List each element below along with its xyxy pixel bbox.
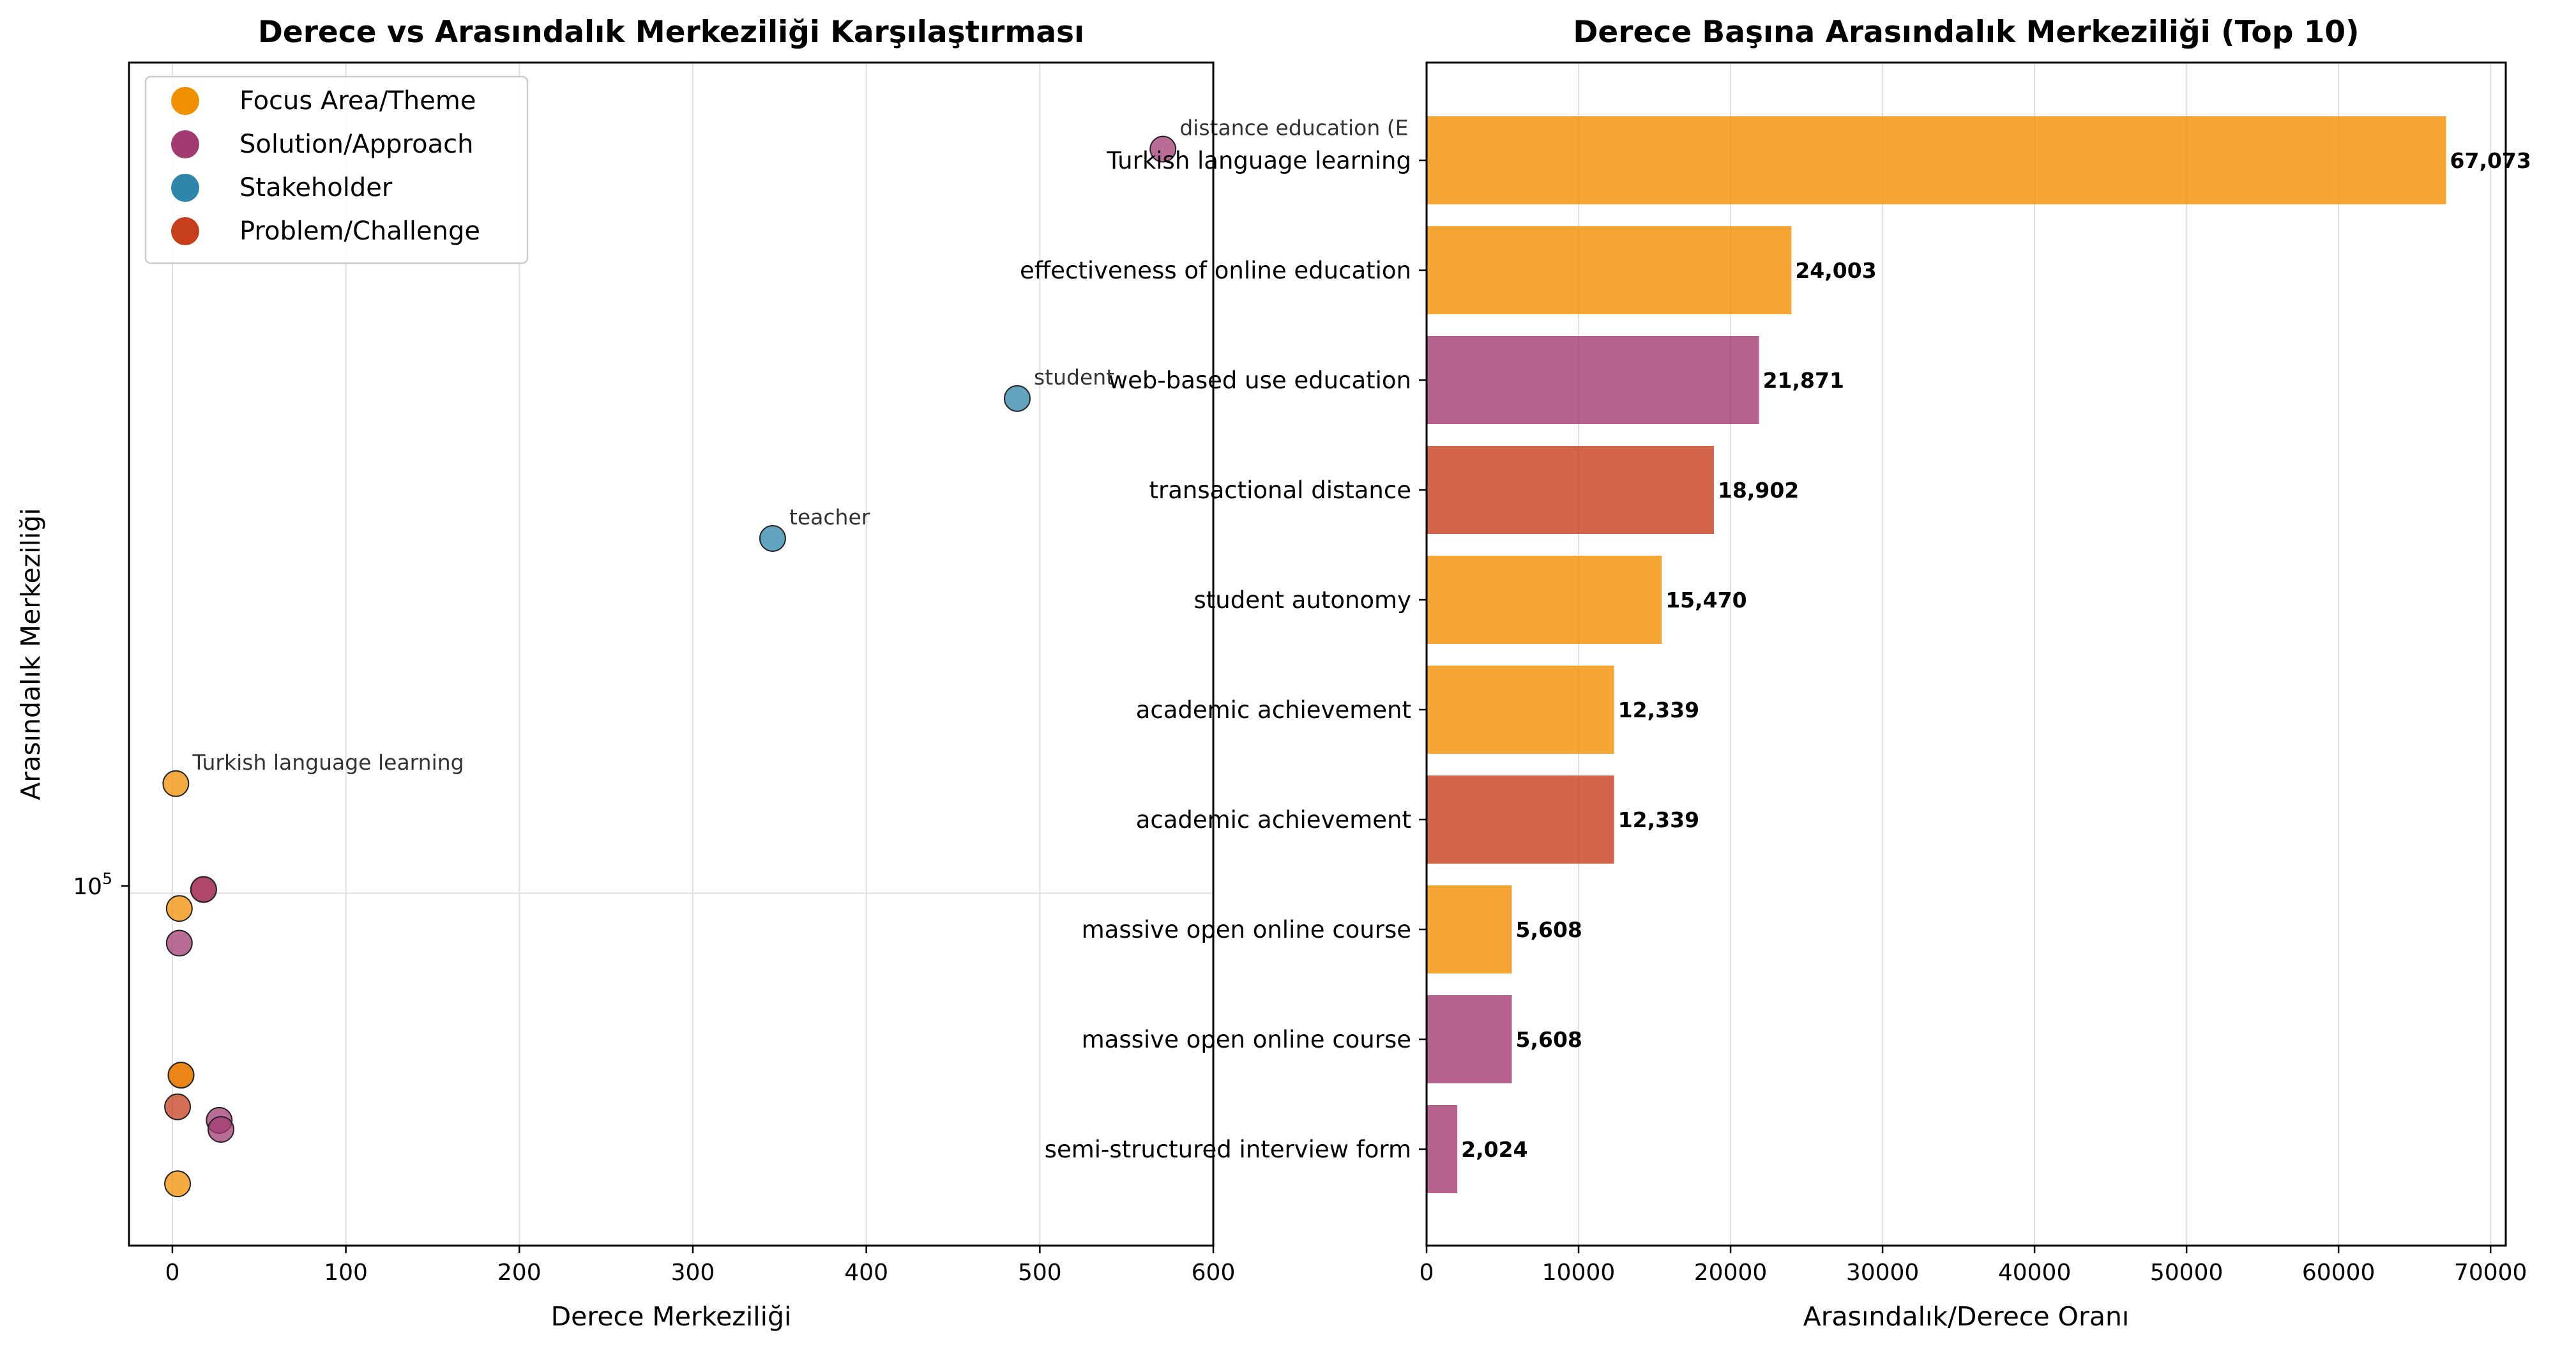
scatter-x-tick-label: 200 — [497, 1260, 542, 1286]
scatter-point — [165, 929, 193, 957]
scatter-title: Derece vs Arasındalık Merkeziliği Karşıl… — [258, 15, 1084, 50]
scatter-point-label: Turkish language learning — [192, 750, 464, 775]
bar-x-tick-label: 60000 — [2302, 1260, 2375, 1286]
bar-value-label: 21,871 — [1763, 368, 1844, 393]
scatter-point — [162, 770, 190, 797]
scatter-point — [1004, 385, 1031, 412]
scatter-x-axis-ticks: 0 100 200 300 400 500 600 — [165, 1246, 1235, 1286]
bar-value-label: 15,470 — [1665, 588, 1746, 613]
scatter-x-axis-label: Derece Merkeziliği — [551, 1301, 792, 1332]
bar — [1427, 336, 1759, 424]
bar-value-label: 18,902 — [1718, 478, 1799, 503]
bar-bars — [1427, 116, 2446, 1193]
bar — [1427, 226, 1792, 314]
bar-category-label: semi-structured interview form — [1045, 1136, 1411, 1163]
bar-x-axis-ticks: 0 10000 20000 30000 40000 50000 60000 70000 — [1420, 1246, 2527, 1286]
scatter-point — [165, 895, 193, 922]
legend-box — [144, 75, 529, 264]
scatter-x-tick-label: 100 — [324, 1260, 368, 1286]
scatter-x-tick-label: 600 — [1192, 1260, 1236, 1286]
bar — [1427, 775, 1614, 864]
bar-category-label: web-based use education — [1109, 367, 1411, 394]
scatter-plot-frame — [128, 61, 1215, 1247]
scatter-point — [759, 524, 786, 552]
legend-marker-focus — [171, 87, 199, 115]
legend-item-stakeholder: Stakeholder — [171, 173, 393, 202]
scatter-x-tick-label: 400 — [844, 1260, 888, 1286]
bar-value-label: 12,339 — [1618, 698, 1699, 722]
scatter-x-tick-label: 300 — [671, 1260, 715, 1286]
bar — [1427, 885, 1512, 973]
legend-marker-problem — [171, 217, 199, 245]
bar-x-tick-label: 40000 — [1998, 1260, 2072, 1286]
bar-x-tick-label: 50000 — [2150, 1260, 2224, 1286]
scatter-point — [164, 1170, 192, 1198]
bar — [1427, 116, 2446, 204]
bar-category-label: academic achievement — [1136, 806, 1411, 834]
bar-x-tick-label: 10000 — [1542, 1260, 1616, 1286]
scatter-point — [207, 1116, 234, 1143]
bar-title: Derece Başına Arasındalık Merkeziliği (T… — [1573, 15, 2359, 50]
bar — [1427, 556, 1662, 644]
bar-category-label: massive open online course — [1082, 1026, 1411, 1053]
scatter-y-tick-label: 105 — [73, 869, 112, 900]
scatter-point — [164, 1093, 192, 1120]
scatter-x-tick-label: 500 — [1018, 1260, 1062, 1286]
bar-category-label: transactional distance — [1149, 477, 1411, 504]
bar-value-label: 2,024 — [1461, 1137, 1527, 1162]
scatter-x-tick-label: 0 — [165, 1260, 179, 1286]
legend-label-focus: Focus Area/Theme — [239, 86, 476, 116]
bar-value-label: 12,339 — [1618, 807, 1699, 832]
legend-item-problem: Problem/Challenge — [171, 217, 480, 246]
legend-marker-solution — [171, 130, 199, 158]
scatter-point-label: student — [1034, 365, 1114, 390]
bar-value-label: 24,003 — [1795, 258, 1876, 283]
bar-value-label: 5,608 — [1515, 1027, 1582, 1052]
scatter-point-labels: distance education (E student teacher Turki… — [192, 116, 1408, 775]
bar-plot-frame — [1425, 61, 2507, 1247]
scatter-point-label: teacher — [789, 505, 870, 530]
bar-value-labels: 67,073 24,003 21,871 18,902 15,470 12,339 12,3… — [1461, 148, 2531, 1162]
scatter-y-axis-ticks: 105 — [73, 869, 129, 900]
scatter-point-label: distance education (E — [1179, 116, 1408, 141]
legend-item-focus: Focus Area/Theme — [171, 86, 476, 116]
scatter-y-axis-label: Arasındalık Merkeziliği — [15, 508, 46, 800]
legend-item-solution: Solution/Approach — [171, 130, 473, 159]
scatter-point — [167, 1062, 195, 1089]
legend-label-stakeholder: Stakeholder — [239, 173, 393, 202]
bar-chart: 67,073 24,003 21,871 18,902 15,470 12,339 12,3… — [1020, 15, 2531, 1332]
legend-label-solution: Solution/Approach — [239, 130, 473, 159]
legend-label-problem: Problem/Challenge — [239, 217, 480, 246]
bar-x-tick-label: 0 — [1420, 1260, 1434, 1286]
bar-category-label: massive open online course — [1082, 916, 1411, 943]
scatter-point — [1149, 135, 1177, 163]
scatter-point — [190, 876, 217, 903]
scatter-legend: Focus Area/Theme Solution/Approach Stake… — [144, 75, 529, 264]
bar-category-label: effectiveness of online education — [1020, 257, 1411, 284]
bar — [1427, 1105, 1458, 1193]
bar — [1427, 995, 1512, 1083]
scatter-chart: distance education (E student teacher Turki… — [15, 15, 1408, 1332]
scatter-points — [162, 135, 1177, 1198]
bar — [1427, 446, 1714, 534]
bar-value-label: 5,608 — [1515, 917, 1582, 942]
bar-category-label: academic achievement — [1136, 696, 1411, 724]
legend-marker-stakeholder — [171, 174, 199, 202]
bar-x-axis-label: Arasındalık/Derece Oranı — [1803, 1301, 2130, 1332]
bar-category-label: Turkish language learning — [1106, 147, 1411, 174]
bar-value-label: 67,073 — [2450, 148, 2531, 173]
bar-x-tick-label: 30000 — [1846, 1260, 1920, 1286]
bar-category-label: student autonomy — [1194, 586, 1412, 614]
bar-y-axis-ticks: Turkish language learning effectiveness o… — [1020, 147, 1427, 1163]
bar-x-tick-label: 20000 — [1694, 1260, 1768, 1286]
bar-x-tick-label: 70000 — [2454, 1260, 2527, 1286]
bar — [1427, 666, 1614, 754]
